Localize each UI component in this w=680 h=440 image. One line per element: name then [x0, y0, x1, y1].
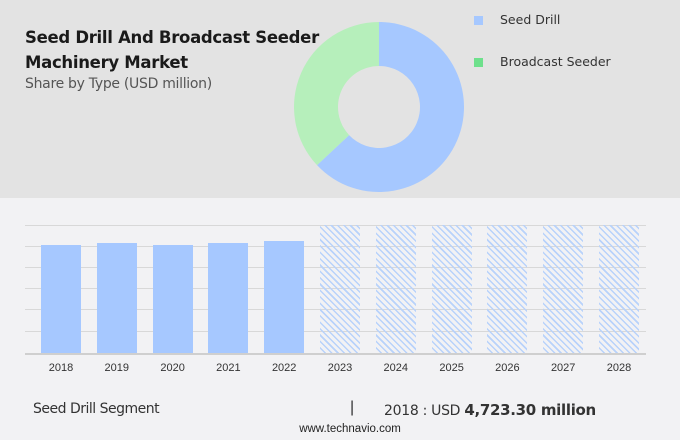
value-prefix: 2018 : USD — [384, 403, 465, 419]
x-tick-label: 2018 — [48, 362, 74, 374]
legend-swatch-broadcast-seeder — [474, 58, 483, 67]
segment-label: Seed Drill Segment — [33, 401, 160, 417]
bar-chart: 2018 2019 2020 2021 2022 2023 2024 2025 2026 2027… — [0, 198, 680, 378]
title-line-1: Seed Drill And Broadcast Seeder — [25, 28, 319, 47]
x-tick-label: 2024 — [383, 362, 409, 374]
subtitle: Share by Type (USD million) — [25, 76, 212, 92]
donut-chart — [294, 22, 464, 192]
x-tick-label: 2021 — [216, 362, 241, 374]
x-tick-label: 2025 — [439, 362, 464, 374]
x-tick-label: 2026 — [495, 362, 520, 374]
divider: | — [350, 399, 355, 416]
x-tick-label: 2022 — [271, 362, 297, 374]
x-axis — [25, 353, 646, 355]
bar-2021[interactable] — [208, 242, 249, 353]
bar-2023[interactable] — [320, 225, 360, 353]
legend-label: Broadcast Seeder — [500, 54, 611, 69]
x-tick-label: 2028 — [606, 362, 632, 374]
bar-2020[interactable] — [152, 244, 193, 353]
bar-2027[interactable] — [543, 225, 584, 353]
legend-label: Seed Drill — [500, 12, 561, 27]
value-amount: 4,723.30 million — [464, 401, 596, 419]
source-url[interactable]: www.technavio.com — [299, 423, 401, 435]
legend-swatch-seed-drill — [474, 16, 483, 25]
donut-slice-broadcast-seeder[interactable] — [294, 22, 379, 166]
bar-2026[interactable] — [487, 225, 528, 353]
title-line-2: Machinery Market — [25, 53, 188, 72]
bar-2025[interactable] — [431, 225, 472, 353]
page-title: Seed Drill And Broadcast Seeder Machiner… — [25, 25, 319, 75]
bar-2022[interactable] — [264, 240, 305, 353]
x-tick-label: 2027 — [550, 362, 576, 374]
bar-2028[interactable] — [599, 225, 639, 353]
donut-slice-seed-drill[interactable] — [317, 22, 464, 192]
summary-panel: Seed Drill And Broadcast Seeder Machiner… — [0, 0, 680, 198]
bar-2024[interactable] — [375, 225, 416, 353]
x-tick-label: 2019 — [104, 362, 130, 374]
bar-2018[interactable] — [41, 244, 81, 353]
bar-2019[interactable] — [96, 242, 137, 353]
x-tick-label: 2023 — [327, 362, 353, 374]
segment-value: 2018 : USD 4,723.30 million — [384, 401, 596, 419]
x-tick-label: 2020 — [160, 362, 185, 374]
